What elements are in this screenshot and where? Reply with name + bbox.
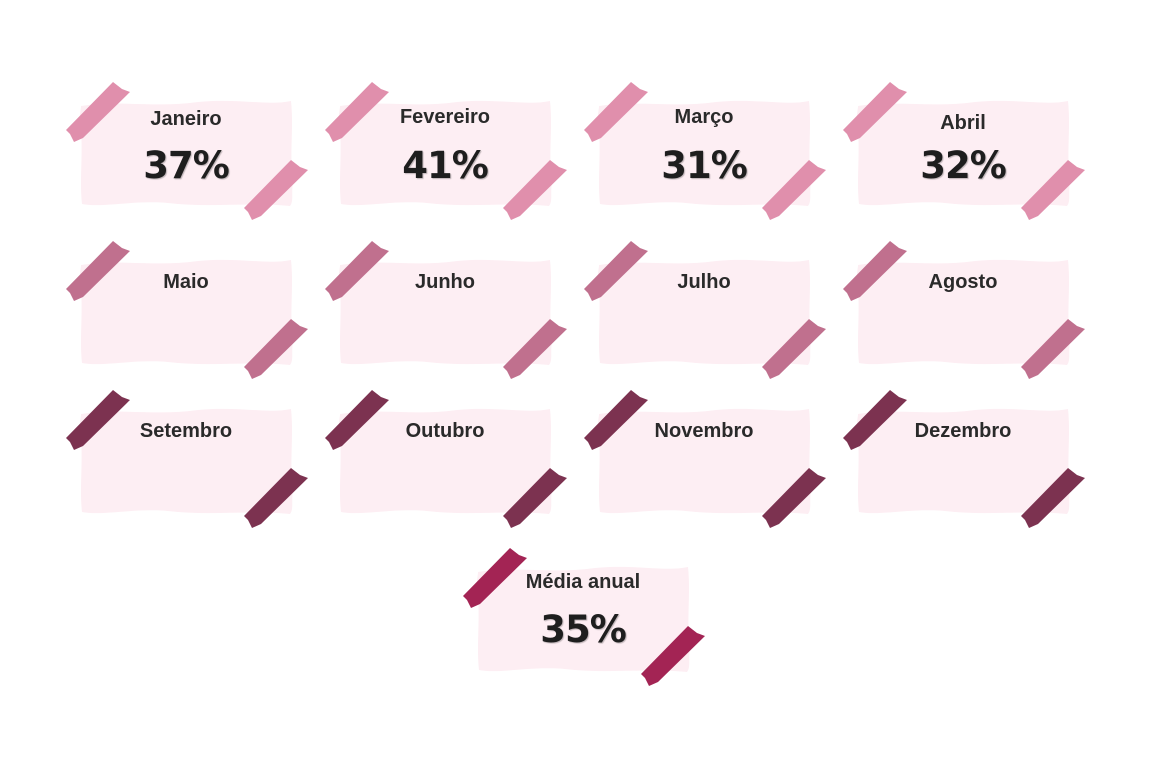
card-paper: [597, 100, 811, 206]
month-card-outubro: Outubro: [325, 390, 567, 528]
tape-top-left: [325, 82, 389, 142]
card-label: Agosto: [928, 271, 998, 293]
card-paper: [476, 566, 690, 672]
tape-bottom-right: [762, 160, 826, 220]
card-paper: [856, 408, 1070, 514]
annual-average-card: Média anual 35%: [463, 548, 705, 686]
card-label: Abril: [940, 112, 986, 134]
card-paper: [79, 100, 293, 206]
card-paper: [597, 259, 811, 365]
tape-bottom-right: [244, 160, 308, 220]
card-label: Média anual: [525, 571, 641, 593]
card-label: Junho: [415, 271, 475, 293]
tape-top-left: [843, 241, 907, 301]
month-card-maio: Maio: [66, 241, 308, 379]
card-paper: [856, 259, 1070, 365]
tape-top-left: [584, 82, 648, 142]
tape-top-left: [325, 241, 389, 301]
card-label: Novembro: [654, 420, 754, 442]
tape-bottom-right: [762, 319, 826, 379]
card-label: Março: [674, 106, 734, 128]
tape-bottom-right: [503, 468, 567, 528]
tape-top-left: [463, 548, 527, 608]
month-card-agosto: Agosto: [843, 241, 1085, 379]
card-label: Dezembro: [914, 420, 1012, 442]
card-paper: [856, 100, 1070, 206]
tape-top-left: [66, 390, 130, 450]
card-paper: [597, 408, 811, 514]
tape-top-left: [325, 390, 389, 450]
tape-bottom-right: [1021, 468, 1085, 528]
tape-bottom-right: [1021, 319, 1085, 379]
month-card-março: Março 31%: [584, 82, 826, 220]
card-paper: [79, 408, 293, 514]
tape-bottom-right: [244, 468, 308, 528]
tape-top-left: [843, 82, 907, 142]
month-card-setembro: Setembro: [66, 390, 308, 528]
card-label: Setembro: [139, 420, 233, 442]
tape-top-left: [584, 390, 648, 450]
card-label: Maio: [163, 271, 209, 293]
card-value: 37%: [143, 144, 230, 187]
month-card-abril: Abril 32%: [843, 82, 1085, 220]
card-label: Outubro: [405, 420, 485, 442]
card-label: Janeiro: [150, 108, 222, 130]
tape-bottom-right: [641, 626, 705, 686]
card-paper: [338, 100, 552, 206]
card-paper: [338, 408, 552, 514]
month-card-novembro: Novembro: [584, 390, 826, 528]
tape-top-left: [66, 82, 130, 142]
tape-top-left: [584, 241, 648, 301]
card-value: 35%: [540, 608, 627, 651]
card-label: Julho: [677, 271, 731, 293]
month-card-janeiro: Janeiro 37%: [66, 82, 308, 220]
tape-bottom-right: [244, 319, 308, 379]
tape-bottom-right: [503, 160, 567, 220]
card-value: 31%: [661, 144, 748, 187]
card-value: 32%: [920, 144, 1007, 187]
month-card-fevereiro: Fevereiro 41%: [325, 82, 567, 220]
month-card-dezembro: Dezembro: [843, 390, 1085, 528]
tape-bottom-right: [762, 468, 826, 528]
month-card-junho: Junho: [325, 241, 567, 379]
card-value: 41%: [402, 144, 489, 187]
tape-bottom-right: [503, 319, 567, 379]
card-paper: [338, 259, 552, 365]
tape-top-left: [843, 390, 907, 450]
tape-top-left: [66, 241, 130, 301]
card-paper: [79, 259, 293, 365]
tape-bottom-right: [1021, 160, 1085, 220]
card-label: Fevereiro: [399, 106, 491, 128]
month-card-julho: Julho: [584, 241, 826, 379]
